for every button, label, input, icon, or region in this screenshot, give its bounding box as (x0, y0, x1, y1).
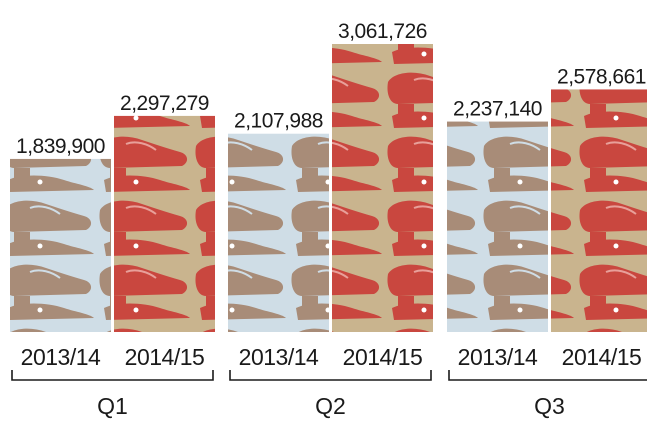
bar-q1-2014-15 (114, 115, 215, 332)
bar-q2-2013-14 (228, 133, 329, 332)
category-label-q3-2013-14: 2013/14 (458, 344, 538, 370)
group-label-q2: Q2 (315, 393, 346, 419)
labels-layer: 1,839,900 2013/14 2,297,279 2014/15 Q1 2,107,… (11, 20, 647, 419)
bar-q3-2013-14 (447, 121, 548, 332)
value-label-q2-2013-14: 2,107,988 (234, 110, 323, 133)
category-label-q2-2013-14: 2013/14 (239, 344, 319, 370)
category-label-q1-2013-14: 2013/14 (21, 344, 101, 370)
category-label-q1-2014-15: 2014/15 (125, 344, 205, 370)
category-label-q3-2014-15: 2014/15 (562, 344, 642, 370)
bars-layer (10, 44, 647, 333)
value-label-q3-2013-14: 2,237,140 (453, 98, 542, 121)
value-label-q3-2014-15: 2,578,661 (557, 65, 646, 88)
bar-q3-2014-15 (551, 89, 647, 333)
value-label-q1-2014-15: 2,297,279 (120, 92, 209, 115)
group-label-q3: Q3 (534, 393, 565, 419)
value-label-q1-2013-14: 1,839,900 (16, 135, 105, 158)
value-label-q2-2014-15: 3,061,726 (338, 20, 427, 43)
group-bracket-q3 (448, 370, 647, 381)
bar-q1-2013-14 (10, 158, 111, 332)
group-bracket-q1 (11, 370, 214, 381)
group-bracket-q2 (229, 370, 432, 381)
group-label-q1: Q1 (97, 393, 128, 419)
category-label-q2-2014-15: 2014/15 (343, 344, 423, 370)
bar-q2-2014-15 (332, 44, 433, 332)
